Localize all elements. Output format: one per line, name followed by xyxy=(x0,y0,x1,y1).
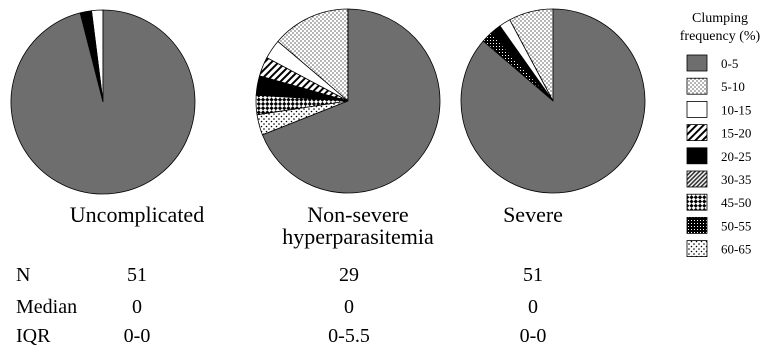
legend-label-45-50: 45-50 xyxy=(721,195,751,210)
legend-entry-20-25: 20-25 xyxy=(686,147,751,165)
legend-entry-30-35: 30-35 xyxy=(686,170,751,188)
pie-slice-severe-0-5 xyxy=(460,8,646,194)
legend-label-50-55: 50-55 xyxy=(721,218,751,233)
legend-swatch-60-65 xyxy=(686,240,708,258)
pie-non-severe-hyperparasitemia xyxy=(255,8,441,194)
legend-swatch-45-50 xyxy=(686,193,708,211)
pie-label-severe: Severe xyxy=(503,202,563,227)
legend-label-5-10: 5-10 xyxy=(721,79,745,94)
pie-slice-non-severe-hyperparasitemia-5-10 xyxy=(277,8,349,102)
stat-n-uncomplicated: 51 xyxy=(127,264,147,286)
legend-swatch-50-55 xyxy=(686,216,708,234)
legend-label-60-65: 60-65 xyxy=(721,242,751,257)
stat-iqr-uncomplicated: 0-0 xyxy=(124,325,151,347)
legend-swatch-5-10 xyxy=(686,77,708,95)
stat-n-non-severe-hyperparasitemia: 29 xyxy=(339,264,359,286)
stat-n-severe: 51 xyxy=(523,264,543,286)
legend-label-20-25: 20-25 xyxy=(721,149,751,164)
legend-swatch-20-25 xyxy=(686,147,708,165)
pie-severe xyxy=(460,8,646,194)
stat-median-non-severe-hyperparasitemia: 0 xyxy=(344,296,354,318)
pie-label-uncomplicated: Uncomplicated xyxy=(70,202,204,227)
legend-label-30-35: 30-35 xyxy=(721,172,751,187)
pie-uncomplicated xyxy=(10,9,196,195)
stat-row-label-iqr: IQR xyxy=(16,325,51,347)
legend-entry-0-5: 0-5 xyxy=(686,54,738,72)
legend-title: Clumping frequency (%) xyxy=(680,11,761,44)
legend-swatch-15-20 xyxy=(686,124,708,141)
stat-iqr-severe: 0-0 xyxy=(520,325,547,347)
pie-slice-uncomplicated-0-5 xyxy=(10,9,196,195)
legend-entry-5-10: 5-10 xyxy=(686,77,745,95)
stat-row-label-median: Median xyxy=(16,296,77,318)
stat-iqr-non-severe-hyperparasitemia: 0-5.5 xyxy=(328,325,370,347)
legend-swatch-30-35 xyxy=(686,170,708,188)
legend-entry-50-55: 50-55 xyxy=(686,216,751,234)
legend-label-15-20: 15-20 xyxy=(721,126,751,141)
stat-median-uncomplicated: 0 xyxy=(132,296,142,318)
pie-label-non-severe-hyperparasitemia: Non-severe hyperparasitemia xyxy=(282,202,434,249)
stat-row-label-n: N xyxy=(16,264,30,286)
legend-label-0-5: 0-5 xyxy=(721,56,738,71)
legend-entry-60-65: 60-65 xyxy=(686,240,751,258)
pie-slice-non-severe-hyperparasitemia-0-5 xyxy=(261,8,441,194)
legend-label-10-15: 10-15 xyxy=(721,102,751,117)
legend-entry-10-15: 10-15 xyxy=(686,101,751,118)
legend-entry-15-20: 15-20 xyxy=(686,124,751,141)
stat-median-severe: 0 xyxy=(528,296,538,318)
legend-swatch-0-5 xyxy=(686,54,708,72)
legend-entry-45-50: 45-50 xyxy=(686,193,751,211)
legend-swatch-10-15 xyxy=(686,101,708,118)
